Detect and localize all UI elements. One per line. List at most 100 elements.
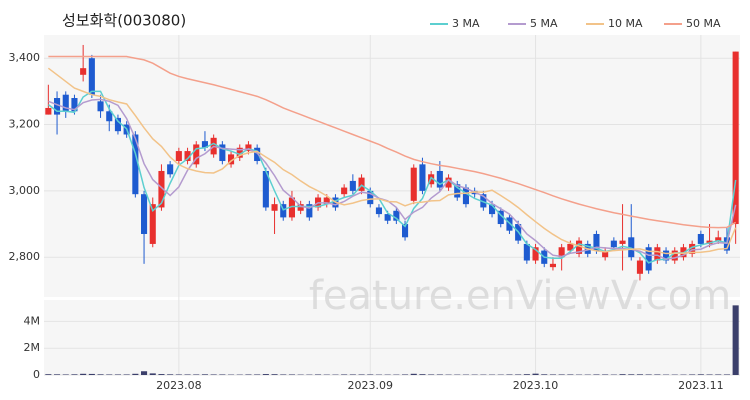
volume-bar — [288, 374, 295, 375]
volume-bar — [149, 373, 156, 375]
candle-body — [297, 204, 304, 211]
volume-bar — [280, 374, 287, 375]
candle-body — [715, 237, 722, 241]
volume-bar — [54, 374, 61, 375]
candle-body — [45, 107, 52, 115]
candle-body — [158, 170, 165, 208]
volume-bar — [71, 374, 78, 375]
candle-body — [271, 204, 278, 211]
candle-body — [323, 197, 330, 205]
candle-body — [88, 58, 95, 95]
candle-body — [245, 144, 252, 152]
legend-label: 3 MA — [452, 17, 480, 30]
candle-body — [602, 250, 609, 258]
volume-bar — [341, 374, 348, 375]
candle-body — [402, 224, 409, 238]
volume-bar — [541, 374, 548, 375]
volume-bar — [193, 374, 200, 375]
candle-body — [663, 250, 670, 261]
ma-line — [48, 98, 737, 260]
candle-body — [97, 101, 104, 112]
volume-bar — [62, 374, 69, 375]
volume-bar — [636, 374, 643, 375]
x-tick-label: 2023.08 — [156, 379, 202, 392]
volume-bar — [271, 374, 278, 375]
volume-panel — [44, 300, 740, 375]
volume-bar — [123, 374, 130, 375]
candle-body — [193, 144, 200, 165]
volume-bar — [689, 374, 696, 375]
candle-body — [410, 167, 417, 201]
candle-body — [558, 247, 565, 258]
volume-bar — [593, 374, 600, 375]
candle-body — [619, 240, 626, 244]
volume-bar — [715, 374, 722, 375]
volume-bar — [349, 374, 356, 375]
candle-body — [201, 141, 208, 148]
volume-bar — [602, 374, 609, 375]
candle-body — [576, 240, 583, 254]
volume-bar — [114, 374, 121, 375]
volume-bar — [175, 374, 182, 375]
x-tick-label: 2023.10 — [513, 379, 559, 392]
volume-bar — [167, 374, 174, 375]
volume-bar — [245, 374, 252, 375]
candle-body — [280, 204, 287, 218]
volume-bar — [515, 374, 522, 375]
volume-bar — [88, 373, 95, 375]
volume-bar — [697, 374, 704, 375]
candle-body — [384, 214, 391, 221]
candle-body — [132, 134, 139, 195]
volume-bar — [532, 373, 539, 375]
candle-body — [610, 240, 617, 248]
candle-body — [62, 94, 69, 112]
candle-body — [228, 154, 235, 165]
candle-body — [497, 210, 504, 225]
candle-body — [341, 187, 348, 195]
volume-bar — [158, 374, 165, 375]
volume-bar — [315, 374, 322, 375]
candle-body — [306, 204, 313, 218]
watermark: feature.enViewV.com — [309, 273, 731, 319]
x-tick-label: 2023.11 — [678, 379, 724, 392]
y-tick-label: 3,400 — [9, 51, 41, 64]
x-tick-label: 2023.09 — [348, 379, 394, 392]
volume-bar — [141, 371, 148, 375]
candle-body — [54, 98, 61, 115]
candle-body — [167, 164, 174, 175]
candle-body — [262, 170, 269, 208]
candle-body — [184, 151, 191, 162]
candle-body — [645, 247, 652, 271]
candle-body — [628, 237, 635, 258]
candle-body — [349, 180, 356, 191]
volume-bar — [428, 374, 435, 375]
volume-bar — [419, 374, 426, 375]
candle-body — [436, 170, 443, 188]
y-tick-label: 2M — [24, 341, 41, 354]
candle-body — [393, 210, 400, 221]
candle-body — [732, 51, 739, 225]
candle-body — [375, 207, 382, 215]
candle-body — [445, 177, 452, 188]
candle-body — [175, 151, 182, 162]
volume-bar — [219, 374, 226, 375]
candle-body — [523, 243, 530, 261]
volume-bar — [367, 374, 374, 375]
chart-title: 성보화학(003080) — [62, 12, 186, 30]
candle-body — [114, 117, 121, 132]
volume-bar — [549, 374, 556, 375]
volume-bar — [523, 374, 530, 375]
candle-body — [236, 147, 243, 158]
y-tick-label: 0 — [33, 368, 40, 381]
volume-bar — [558, 374, 565, 375]
candle-body — [288, 197, 295, 218]
candle-body — [532, 247, 539, 261]
candle-body — [689, 243, 696, 254]
candle-body — [149, 204, 156, 244]
volume-bar — [210, 374, 217, 375]
volume-bar — [506, 374, 513, 375]
candle-body — [462, 187, 469, 205]
candle-body — [489, 204, 496, 215]
candle-body — [671, 250, 678, 261]
